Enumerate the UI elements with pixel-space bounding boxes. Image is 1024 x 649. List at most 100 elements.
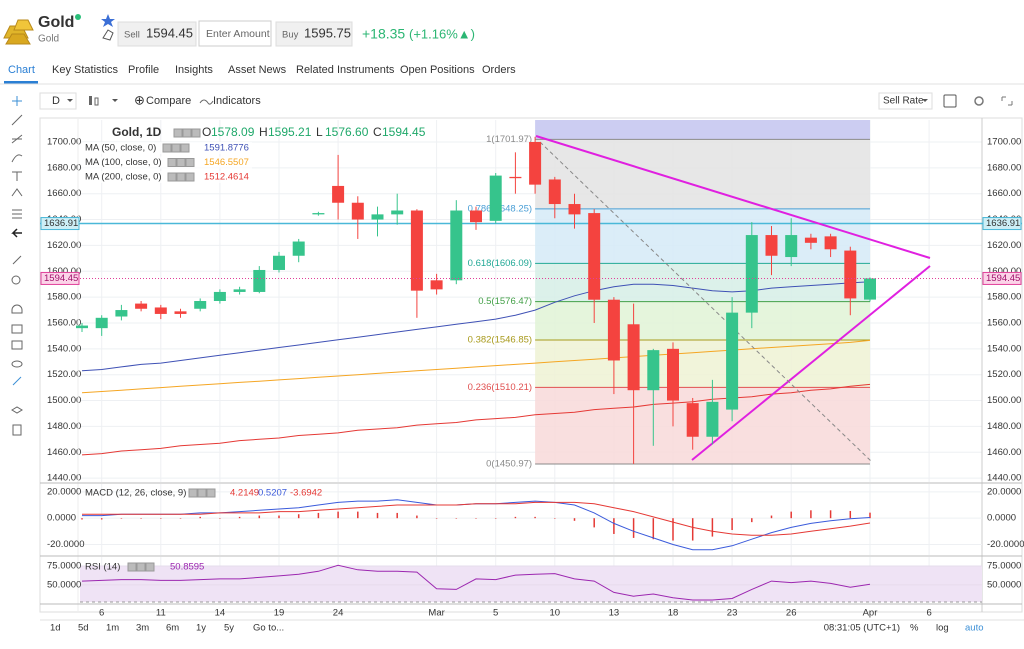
legend-control[interactable] xyxy=(176,158,186,167)
instrument-subtitle: Gold xyxy=(38,34,59,45)
measure-tool[interactable] xyxy=(12,255,22,265)
tab[interactable]: Chart xyxy=(8,64,35,76)
visibility-tool[interactable] xyxy=(11,360,23,368)
y-tick-label: 1440.00 xyxy=(47,473,81,484)
x-tick-label: 13 xyxy=(609,608,620,619)
macd-histogram-bar xyxy=(790,511,792,519)
indicators-button[interactable]: Indicators xyxy=(213,95,261,107)
legend-control[interactable] xyxy=(136,562,146,572)
favorite-star[interactable] xyxy=(101,14,115,27)
range-button[interactable]: 1y xyxy=(196,623,206,634)
legend-control[interactable] xyxy=(173,128,183,138)
tab[interactable]: Key Statistics xyxy=(52,64,119,76)
macd-legend: MACD (12, 26, close, 9) xyxy=(85,488,186,499)
indicator-legend: MA (50, close, 0) xyxy=(85,143,156,154)
legend-control[interactable] xyxy=(171,143,181,153)
zoom-tool[interactable] xyxy=(11,275,21,285)
fib-zone xyxy=(535,208,870,264)
rsi-value: 50.8595 xyxy=(170,562,204,573)
tab[interactable]: Open Positions xyxy=(400,64,475,76)
compare-button[interactable]: Compare xyxy=(146,95,191,107)
legend-control[interactable] xyxy=(197,488,207,498)
legend-control[interactable] xyxy=(127,562,137,572)
x-tick-label: 23 xyxy=(727,608,738,619)
goto-button[interactable]: Go to... xyxy=(253,623,284,634)
interval-select[interactable] xyxy=(39,92,77,110)
range-button[interactable]: 1m xyxy=(106,623,119,634)
candle-body xyxy=(765,235,778,256)
sell-box[interactable] xyxy=(117,21,197,47)
tab[interactable]: Asset News xyxy=(228,64,287,76)
auto-toggle[interactable]: auto xyxy=(965,623,984,634)
range-button[interactable]: 6m xyxy=(166,623,179,634)
brush-tool[interactable] xyxy=(11,154,23,163)
legend-control[interactable] xyxy=(191,128,201,138)
buy-box[interactable] xyxy=(275,21,353,47)
legend-control[interactable] xyxy=(145,562,155,572)
pattern-tool[interactable] xyxy=(11,188,23,197)
sync-tool[interactable] xyxy=(12,376,22,386)
indicator-value: 1512.4614 xyxy=(204,172,249,183)
macd-histogram-bar xyxy=(81,518,83,520)
range-button[interactable]: 1d xyxy=(50,623,61,634)
percent-toggle[interactable]: % xyxy=(910,623,919,634)
macd-histogram-bar xyxy=(317,512,320,519)
macd-histogram-bar xyxy=(258,515,261,519)
lock-tool[interactable] xyxy=(11,324,23,334)
layers-tool[interactable] xyxy=(11,406,23,414)
chart-frame xyxy=(39,117,1023,613)
y-tick-label: 0.0000 xyxy=(47,513,76,524)
dropdown-arrow xyxy=(67,99,73,102)
candle-body xyxy=(312,213,325,215)
legend-control[interactable] xyxy=(167,158,177,167)
legend-control[interactable] xyxy=(182,128,192,138)
back-tool[interactable] xyxy=(11,228,22,238)
y-tick-label: 1680.00 xyxy=(987,162,1021,173)
legend-control[interactable] xyxy=(180,143,190,153)
snapshot-button[interactable] xyxy=(943,94,957,108)
magnet-tool[interactable] xyxy=(11,304,23,314)
legend-control[interactable] xyxy=(167,172,177,182)
text-tool[interactable] xyxy=(12,171,22,181)
candle-body xyxy=(410,210,423,291)
chart-type-button[interactable] xyxy=(89,96,118,106)
crosshair-tool[interactable] xyxy=(12,96,22,106)
range-button[interactable]: 5y xyxy=(224,623,234,634)
y-tick-label: 1660.00 xyxy=(47,188,81,199)
tab[interactable]: Profile xyxy=(128,64,159,76)
log-toggle[interactable]: log xyxy=(936,623,949,634)
range-button[interactable]: 5d xyxy=(78,623,89,634)
settings-button[interactable] xyxy=(974,96,984,106)
alert-bell[interactable] xyxy=(102,29,114,41)
tab[interactable]: Insights xyxy=(175,64,213,76)
candle-body xyxy=(568,204,581,215)
price-tag-label: 1636.91 xyxy=(986,218,1020,229)
fib-label: 0.382(1546.85) xyxy=(468,334,532,345)
amount-input[interactable] xyxy=(198,20,272,47)
macd-histogram-bar xyxy=(475,518,477,519)
legend-control[interactable] xyxy=(185,172,195,182)
legend-control[interactable] xyxy=(185,158,195,167)
legend-control[interactable] xyxy=(176,172,186,182)
interval: D xyxy=(52,95,60,107)
price-mode-select[interactable] xyxy=(878,92,933,110)
line-tool[interactable] xyxy=(11,114,23,126)
legend-control[interactable] xyxy=(206,488,216,498)
y-tick-label: 50.0000 xyxy=(987,579,1021,590)
candle-body xyxy=(194,301,207,309)
fib-tool[interactable] xyxy=(11,134,23,144)
range-button[interactable]: 3m xyxy=(136,623,149,634)
tab[interactable]: Orders xyxy=(482,64,516,76)
candle-body xyxy=(273,255,285,270)
price-mode: Sell Rate xyxy=(883,96,924,107)
forecast-tool[interactable] xyxy=(12,209,22,219)
delete-tool[interactable] xyxy=(12,424,22,436)
macd-histogram-bar xyxy=(691,518,694,541)
legend-control[interactable] xyxy=(162,143,172,153)
legend-bg xyxy=(82,171,252,183)
lock-all-tool[interactable] xyxy=(11,340,23,350)
legend-control[interactable] xyxy=(188,488,198,498)
tab[interactable]: Related Instruments xyxy=(296,64,395,76)
fullscreen-button[interactable] xyxy=(1001,96,1013,106)
price-change-percent: (+1.16%▲) xyxy=(409,26,475,41)
